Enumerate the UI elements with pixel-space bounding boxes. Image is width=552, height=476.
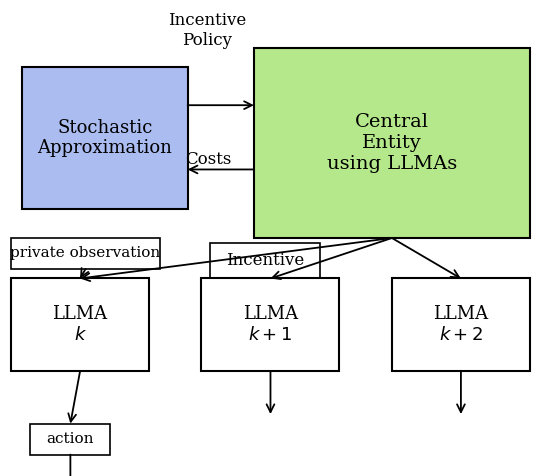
FancyArrowPatch shape bbox=[66, 455, 75, 476]
Text: LLMA
$k$: LLMA $k$ bbox=[52, 306, 108, 344]
Text: action: action bbox=[46, 432, 94, 446]
Text: Incentive
Policy: Incentive Policy bbox=[168, 12, 246, 49]
Bar bbox=[11, 278, 149, 371]
Bar bbox=[210, 243, 320, 278]
FancyArrowPatch shape bbox=[81, 268, 88, 277]
FancyArrowPatch shape bbox=[272, 238, 392, 279]
FancyArrowPatch shape bbox=[190, 166, 254, 173]
Bar bbox=[392, 278, 530, 371]
Text: Central
Entity
using LLMAs: Central Entity using LLMAs bbox=[327, 113, 457, 173]
Text: Costs: Costs bbox=[185, 151, 231, 168]
Text: Incentive: Incentive bbox=[226, 252, 304, 269]
FancyArrowPatch shape bbox=[188, 101, 252, 109]
Text: Stochastic
Approximation: Stochastic Approximation bbox=[38, 119, 172, 158]
Bar bbox=[201, 278, 339, 371]
FancyArrowPatch shape bbox=[457, 371, 465, 412]
FancyArrowPatch shape bbox=[392, 238, 459, 278]
Bar bbox=[30, 424, 110, 455]
Text: private observation: private observation bbox=[10, 247, 161, 260]
Bar bbox=[22, 67, 188, 209]
FancyArrowPatch shape bbox=[267, 371, 274, 412]
FancyArrowPatch shape bbox=[68, 371, 80, 422]
Text: LLMA
$k+2$: LLMA $k+2$ bbox=[433, 306, 489, 344]
FancyArrowPatch shape bbox=[82, 238, 392, 281]
Bar bbox=[254, 48, 530, 238]
Bar bbox=[11, 238, 160, 269]
Text: LLMA
$k+1$: LLMA $k+1$ bbox=[243, 306, 298, 344]
